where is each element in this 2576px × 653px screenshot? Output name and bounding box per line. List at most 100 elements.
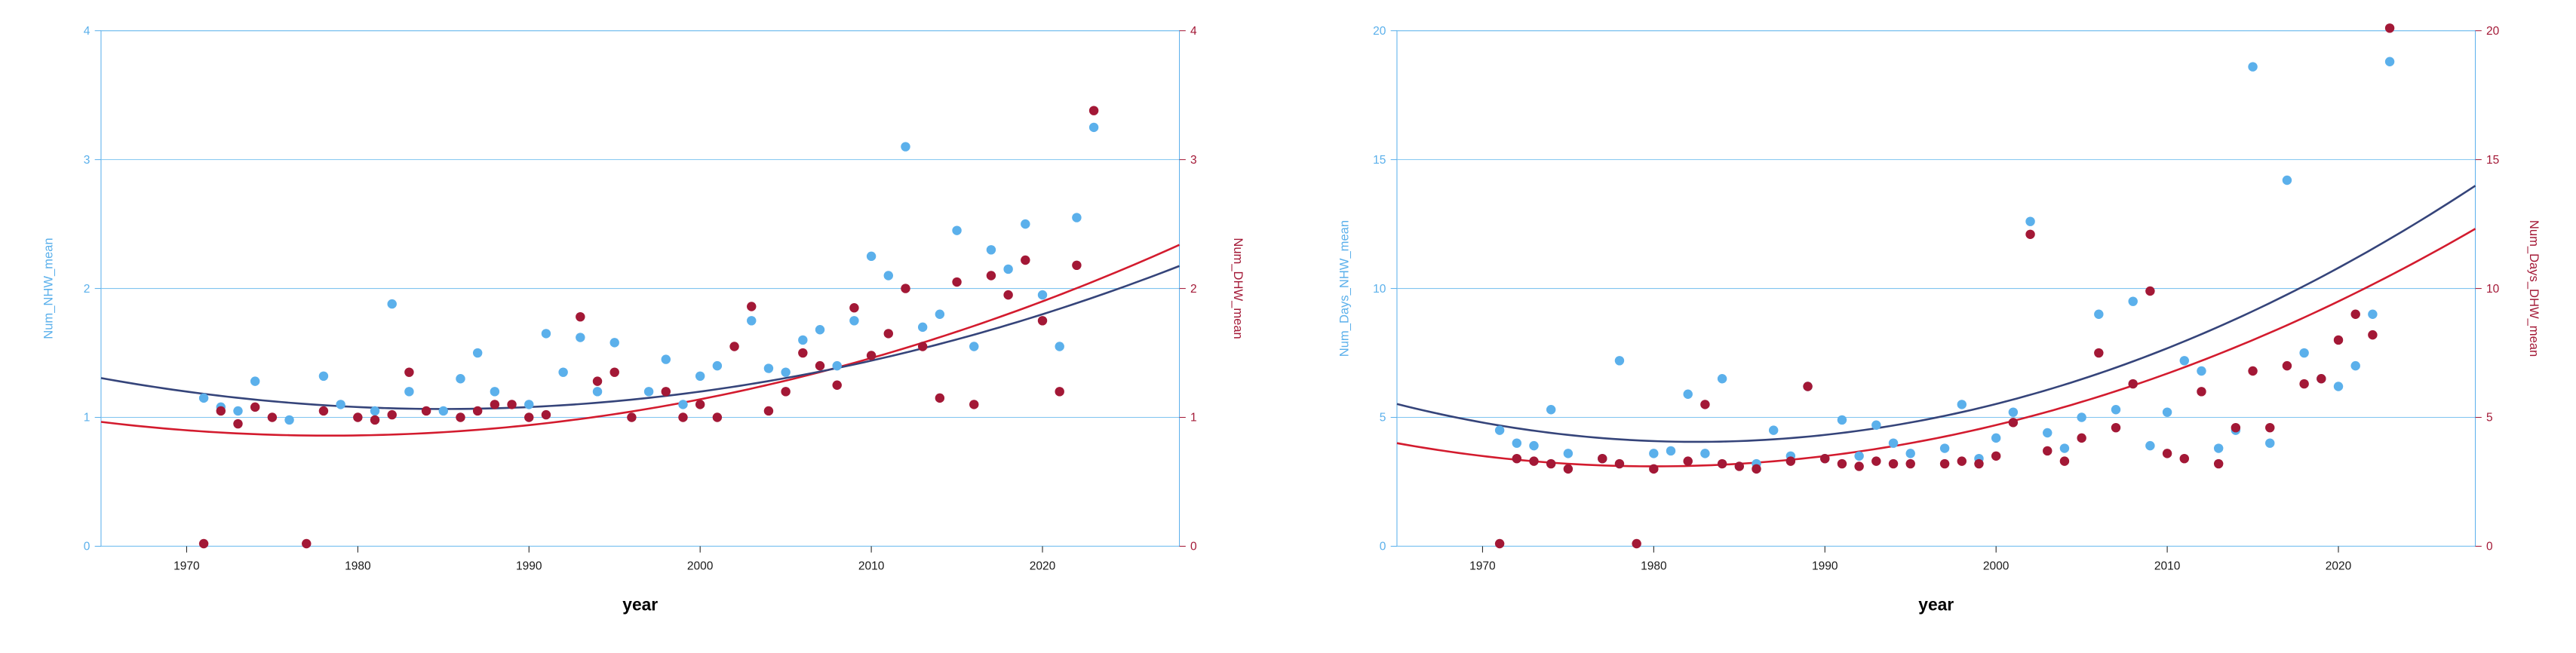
scatter-point-red (1957, 456, 1966, 465)
scatter-point-blue (1957, 400, 1966, 409)
y-axis-left-label: Num_Days_NHW_mean (1337, 220, 1351, 357)
scatter-point-red (319, 406, 328, 415)
scatter-point-red (1003, 290, 1012, 299)
scatter-point-red (302, 539, 311, 548)
scatter-point-red (524, 412, 533, 422)
scatter-point-red (952, 277, 961, 287)
scatter-point-red (627, 412, 636, 422)
scatter-point-red (1871, 456, 1881, 465)
scatter-point-blue (747, 316, 756, 325)
scatter-point-red (2333, 336, 2342, 345)
scatter-point-red (1072, 261, 1081, 270)
scatter-point-red (370, 415, 379, 425)
scatter-point-red (1512, 454, 1521, 463)
x-axis-label: year (1918, 594, 1954, 614)
scatter-point-blue (490, 387, 499, 396)
scatter-point-blue (867, 252, 876, 261)
scatter-point-red (1632, 539, 1641, 548)
scatter-point-blue (695, 372, 705, 381)
scatter-point-blue (764, 363, 773, 372)
svg-text:1980: 1980 (1641, 560, 1667, 573)
scatter-point-blue (1546, 405, 1555, 414)
scatter-point-blue (2008, 407, 2017, 416)
scatter-point-red (729, 342, 738, 351)
svg-text:0: 0 (1190, 541, 1197, 553)
y-axis-left-label: Num_NHW_mean (41, 238, 56, 339)
scatter-point-blue (1871, 421, 1881, 430)
scatter-point-blue (1614, 356, 1623, 365)
svg-text:0: 0 (1379, 541, 1386, 553)
scatter-point-blue (1854, 452, 1863, 461)
scatter-point-red (901, 284, 910, 293)
scatter-point-red (849, 303, 858, 312)
scatter-point-red (1700, 400, 1709, 409)
scatter-point-red (867, 351, 876, 360)
scatter-point-blue (439, 406, 448, 415)
scatter-point-blue (542, 329, 551, 338)
scatter-point-red (404, 367, 413, 376)
scatter-point-red (1038, 316, 1047, 325)
scatter-point-blue (2111, 405, 2120, 414)
scatter-point-red (1785, 456, 1795, 465)
scatter-point-blue (987, 245, 996, 254)
scatter-point-red (2350, 310, 2360, 319)
svg-text:4: 4 (84, 25, 91, 38)
svg-text:1990: 1990 (1811, 560, 1838, 573)
scatter-point-blue (1991, 434, 2000, 443)
scatter-point-blue (2197, 366, 2206, 376)
scatter-point-red (1888, 459, 1897, 468)
scatter-point-red (1683, 456, 1692, 465)
scatter-point-red (2248, 366, 2257, 376)
scatter-point-blue (2077, 412, 2086, 422)
svg-text:20: 20 (1373, 25, 1386, 38)
figure-row: 1970198019902000201020200123401234yearNu… (15, 15, 2561, 624)
scatter-point-red (456, 412, 465, 422)
scatter-point-red (1089, 106, 1098, 115)
scatter-point-blue (456, 374, 465, 383)
scatter-point-red (490, 400, 499, 409)
svg-text:2000: 2000 (687, 560, 714, 573)
svg-text:1970: 1970 (173, 560, 200, 573)
scatter-point-red (1055, 387, 1064, 396)
scatter-point-red (507, 400, 516, 409)
scatter-point-blue (1038, 290, 1047, 299)
scatter-point-blue (815, 325, 824, 334)
trend-curve-blue (101, 266, 1180, 409)
scatter-point-red (2128, 379, 2137, 388)
svg-text:3: 3 (1190, 154, 1197, 167)
scatter-point-red (2025, 230, 2034, 239)
scatter-point-blue (2384, 57, 2393, 66)
svg-text:2010: 2010 (2154, 560, 2180, 573)
trend-curve-red (1396, 228, 2475, 466)
scatter-point-blue (662, 354, 671, 363)
scatter-point-red (1546, 459, 1555, 468)
svg-text:15: 15 (2486, 154, 2499, 167)
scatter-point-blue (1717, 374, 1726, 383)
scatter-point-blue (284, 415, 293, 425)
scatter-point-blue (1666, 446, 1675, 455)
scatter-point-blue (336, 400, 345, 409)
scatter-point-red (2094, 348, 2103, 357)
scatter-point-red (250, 403, 259, 412)
svg-text:4: 4 (1190, 25, 1197, 38)
scatter-point-red (884, 329, 893, 338)
scatter-point-blue (798, 336, 807, 345)
svg-text:5: 5 (2486, 412, 2493, 425)
scatter-point-red (2043, 446, 2052, 455)
scatter-point-red (2384, 23, 2393, 32)
scatter-point-blue (1072, 213, 1081, 222)
scatter-point-red (815, 361, 824, 370)
scatter-point-blue (388, 299, 397, 308)
chart-right: 1970198019902000201020200510152005101520… (1311, 15, 2562, 624)
scatter-point-blue (1939, 443, 1948, 452)
scatter-point-red (987, 271, 996, 280)
scatter-point-blue (2265, 438, 2274, 447)
scatter-point-blue (918, 323, 927, 332)
scatter-point-red (353, 412, 362, 422)
scatter-point-blue (2333, 382, 2342, 391)
scatter-point-blue (576, 333, 585, 342)
scatter-point-blue (2162, 407, 2171, 416)
scatter-point-red (542, 410, 551, 419)
scatter-point-red (781, 387, 790, 396)
scatter-point-blue (781, 367, 790, 376)
